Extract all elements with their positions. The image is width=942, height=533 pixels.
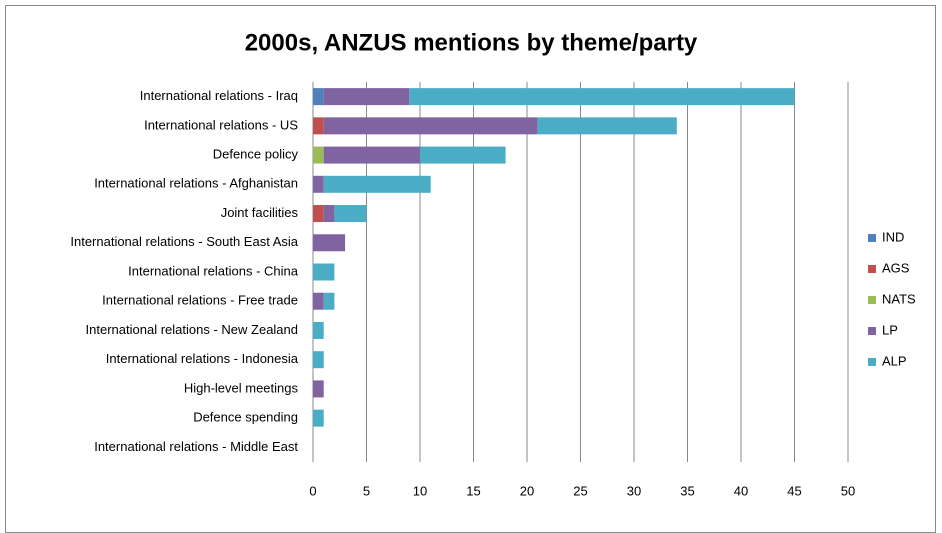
x-tick-label: 25 (573, 483, 587, 498)
bar-segment (313, 409, 324, 427)
legend-label: IND (882, 229, 904, 244)
bar-segment (323, 175, 431, 193)
bar-segment (323, 205, 335, 223)
x-tick-label: 45 (787, 483, 801, 498)
bar-segment (313, 205, 324, 223)
legend-swatch (868, 327, 876, 335)
y-tick-label: International relations - South East Asi… (70, 234, 298, 249)
bar-segment (420, 146, 506, 164)
x-tick-label: 15 (466, 483, 480, 498)
bar-segment (313, 234, 346, 252)
bar-segment (409, 88, 795, 106)
legend-swatch (868, 265, 876, 273)
x-tick-label: 30 (627, 483, 641, 498)
y-tick-label: International relations - Indonesia (106, 351, 299, 366)
bar-segment (313, 263, 335, 281)
bar-segment (313, 321, 324, 339)
x-tick-label: 35 (680, 483, 694, 498)
bar-segment (537, 117, 677, 135)
bar-segment (323, 146, 420, 164)
bar-segment (323, 292, 335, 310)
y-tick-label: Joint facilities (221, 205, 299, 220)
legend-label: AGS (882, 260, 910, 275)
x-tick-label: 5 (363, 483, 370, 498)
y-tick-label: High-level meetings (184, 380, 299, 395)
bar-segment (323, 117, 538, 135)
bar-segment (323, 88, 410, 106)
legend-swatch (868, 358, 876, 366)
bar-segment (313, 88, 324, 106)
bar-segment (313, 175, 324, 193)
bar-segment (313, 292, 324, 310)
y-tick-label: Defence policy (213, 147, 299, 162)
y-tick-label: International relations - China (128, 263, 299, 278)
y-tick-label: International relations - Free trade (102, 293, 298, 308)
y-tick-label: Defence spending (193, 410, 298, 425)
y-tick-label: International relations - Afghanistan (94, 176, 298, 191)
x-tick-label: 0 (309, 483, 316, 498)
x-tick-label: 20 (520, 483, 534, 498)
legend-swatch (868, 234, 876, 242)
chart-title: 2000s, ANZUS mentions by theme/party (245, 29, 698, 56)
legend-swatch (868, 296, 876, 304)
legend-label: ALP (882, 353, 907, 368)
y-tick-label: International relations - US (144, 117, 298, 132)
x-tick-label: 10 (413, 483, 427, 498)
bar-segment (313, 380, 324, 398)
bar-segment (313, 351, 324, 369)
legend-label: NATS (882, 291, 916, 306)
bar-segment (313, 117, 324, 135)
y-tick-label: International relations - Middle East (94, 439, 298, 454)
x-tick-label: 50 (841, 483, 855, 498)
legend-label: LP (882, 322, 898, 337)
y-tick-label: International relations - Iraq (140, 88, 298, 103)
x-tick-label: 40 (734, 483, 748, 498)
bar-segment (334, 205, 367, 223)
bar-segment (313, 146, 324, 164)
y-tick-label: International relations - New Zealand (86, 322, 298, 337)
